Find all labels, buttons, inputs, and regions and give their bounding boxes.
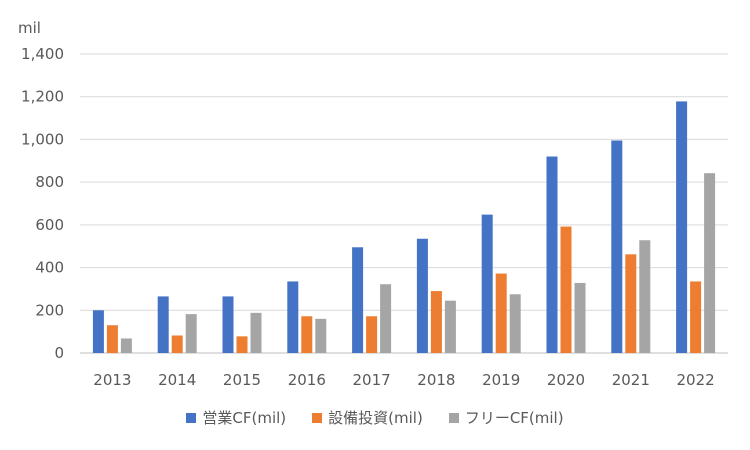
bar <box>250 312 262 353</box>
legend-label: 設備投資(mil) <box>328 409 423 427</box>
x-tick-label: 2021 <box>612 371 650 389</box>
legend-item-free-cf: フリーCF(mil) <box>448 407 564 428</box>
bar <box>315 318 327 353</box>
y-tick-label: 1,400 <box>21 45 64 63</box>
bar <box>287 281 299 353</box>
legend: 営業CF(mil) 設備投資(mil) フリーCF(mil) <box>0 407 750 428</box>
y-tick-label: 800 <box>35 173 64 191</box>
bar <box>157 296 169 353</box>
bar <box>120 338 132 353</box>
bar <box>625 254 637 353</box>
legend-swatch <box>312 412 323 423</box>
gridlines <box>80 53 728 354</box>
legend-item-capex: 設備投資(mil) <box>312 407 423 428</box>
bar <box>352 247 364 353</box>
bar <box>222 296 234 353</box>
x-tick-label: 2015 <box>223 371 261 389</box>
x-axis-ticks: 2013 2014 2015 2016 2017 2018 2019 2020 2021 2022 <box>93 371 714 389</box>
legend-label: 営業CF(mil) <box>202 409 287 427</box>
bar <box>676 101 688 353</box>
bar <box>444 300 456 353</box>
y-tick-label: 600 <box>35 216 64 234</box>
bar <box>416 238 428 353</box>
y-tick-label: 0 <box>54 344 64 362</box>
bar <box>301 316 313 353</box>
bar <box>574 282 586 353</box>
bar <box>704 173 716 353</box>
bar <box>481 214 493 353</box>
x-tick-label: 2018 <box>417 371 455 389</box>
x-tick-label: 2019 <box>482 371 520 389</box>
y-unit-label: mil <box>18 19 41 37</box>
y-tick-label: 200 <box>35 301 64 319</box>
bar <box>185 314 197 353</box>
bar <box>236 336 248 353</box>
bar <box>171 335 183 353</box>
y-tick-label: 1,200 <box>21 88 64 106</box>
x-tick-label: 2020 <box>547 371 585 389</box>
bar <box>366 316 378 353</box>
bar <box>546 156 558 353</box>
bar <box>106 325 118 353</box>
legend-item-operating-cf: 営業CF(mil) <box>186 407 286 428</box>
bar <box>690 281 702 353</box>
x-tick-label: 2022 <box>677 371 715 389</box>
bar <box>380 284 392 353</box>
y-tick-label: 400 <box>35 259 64 277</box>
legend-label: フリーCF(mil) <box>464 409 564 427</box>
bar <box>560 226 572 353</box>
bars <box>92 101 716 353</box>
x-tick-label: 2013 <box>93 371 131 389</box>
bar <box>495 273 507 353</box>
x-tick-label: 2014 <box>158 371 196 389</box>
x-tick-label: 2017 <box>353 371 391 389</box>
bar <box>639 240 651 353</box>
bar <box>430 291 442 353</box>
bar <box>509 294 521 353</box>
legend-swatch <box>448 412 459 423</box>
bar <box>92 310 104 353</box>
y-axis-ticks: 0 200 400 600 800 1,000 1,200 1,400 <box>21 45 64 362</box>
bar <box>611 140 623 353</box>
legend-swatch <box>186 412 197 423</box>
y-tick-label: 1,000 <box>21 130 64 148</box>
x-tick-label: 2016 <box>288 371 326 389</box>
